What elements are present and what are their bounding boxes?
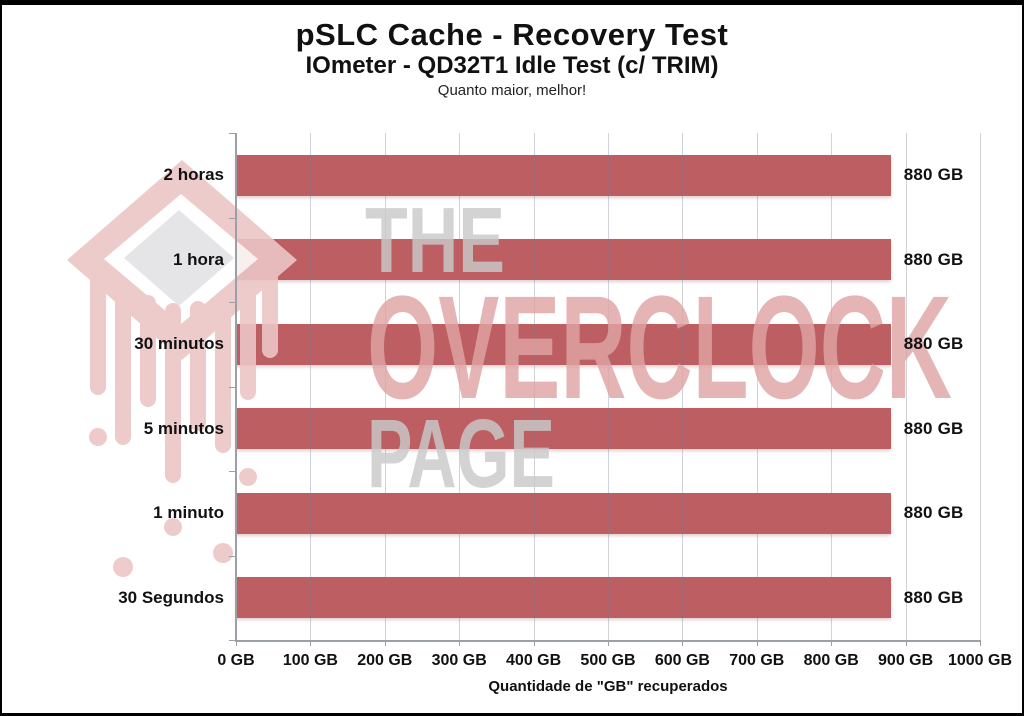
y-tick-1 — [229, 217, 235, 219]
bar-2-horas — [236, 154, 891, 196]
x-tick-label-900: 900 GB — [878, 652, 934, 669]
category-label-30-segundos: 30 Segundos — [118, 587, 224, 607]
gridline-900 — [905, 133, 907, 640]
x-tick-label-1000: 1000 GB — [947, 652, 1013, 669]
chart-subtitle: IOmeter - QD32T1 Idle Test (c/ TRIM) — [305, 51, 719, 79]
category-label-1-minuto: 1 minuto — [153, 503, 224, 523]
gridline-500 — [608, 133, 609, 640]
y-tick-3 — [229, 386, 235, 388]
gridline-700 — [756, 133, 758, 640]
gridline-800 — [831, 133, 833, 640]
x-tick-label-500: 500 GB — [580, 652, 636, 669]
category-label-5-minutos: 5 minutos — [143, 418, 224, 438]
x-tick-0 — [236, 640, 237, 646]
x-tick-label-0: 0 GB — [217, 652, 255, 669]
bar-1-hora — [236, 239, 891, 281]
x-tick-label-400: 400 GB — [506, 652, 562, 669]
x-tick-label-700: 700 GB — [729, 652, 785, 669]
bar-30-segundos — [236, 577, 891, 619]
chart-header: pSLC Cache - Recovery Test IOmeter - QD3… — [2, 17, 1022, 100]
x-tick-600 — [682, 640, 684, 646]
category-label-2-horas: 2 horas — [163, 165, 224, 185]
x-tick-label-200: 200 GB — [357, 652, 413, 669]
gridline-200 — [384, 133, 386, 640]
axes-and-labels: Quantidade de "GB" recuperados 0 GB 100 G… — [2, 5, 1022, 713]
y-tick-6 — [229, 640, 235, 641]
y-tick-0 — [229, 133, 235, 134]
x-tick-label-600: 600 GB — [654, 652, 710, 669]
plot-area — [2, 5, 1022, 713]
value-label-2: 880 GB — [903, 334, 964, 354]
y-axis-line — [235, 133, 237, 641]
gridline-600 — [682, 133, 684, 640]
x-tick-500 — [608, 640, 609, 646]
x-tick-label-300: 300 GB — [431, 652, 487, 669]
bar-5-minutos — [236, 408, 891, 450]
y-tick-2 — [229, 302, 235, 303]
value-label-3: 880 GB — [903, 418, 964, 438]
gridline-400 — [533, 133, 535, 640]
gridline-100 — [310, 133, 312, 640]
x-tick-200 — [384, 640, 386, 646]
category-label-30-minutos: 30 minutos — [134, 334, 224, 354]
x-axis-title: Quantidade de "GB" recuperados — [488, 678, 728, 695]
bar-30-minutos — [236, 323, 891, 365]
x-tick-400 — [533, 640, 535, 646]
category-label-1-hora: 1 hora — [172, 249, 224, 269]
y-tick-4 — [229, 471, 235, 472]
bar-1-minuto — [236, 492, 891, 534]
y-tick-5 — [229, 555, 235, 557]
x-tick-800 — [831, 640, 833, 646]
chart-title: pSLC Cache - Recovery Test — [295, 17, 729, 52]
x-tick-100 — [310, 640, 312, 646]
x-tick-label-100: 100 GB — [282, 652, 338, 669]
x-tick-1000 — [980, 640, 981, 646]
gridline-1000 — [980, 133, 981, 640]
value-label-1: 880 GB — [903, 249, 964, 269]
gridline-300 — [459, 133, 461, 640]
value-label-5: 880 GB — [903, 587, 964, 607]
x-tick-700 — [756, 640, 758, 646]
value-label-0: 880 GB — [903, 165, 964, 185]
chart-note: Quanto maior, melhor! — [437, 82, 587, 100]
value-label-4: 880 GB — [903, 503, 964, 523]
x-tick-300 — [459, 640, 461, 646]
x-tick-label-800: 800 GB — [803, 652, 859, 669]
x-tick-900 — [905, 640, 907, 646]
